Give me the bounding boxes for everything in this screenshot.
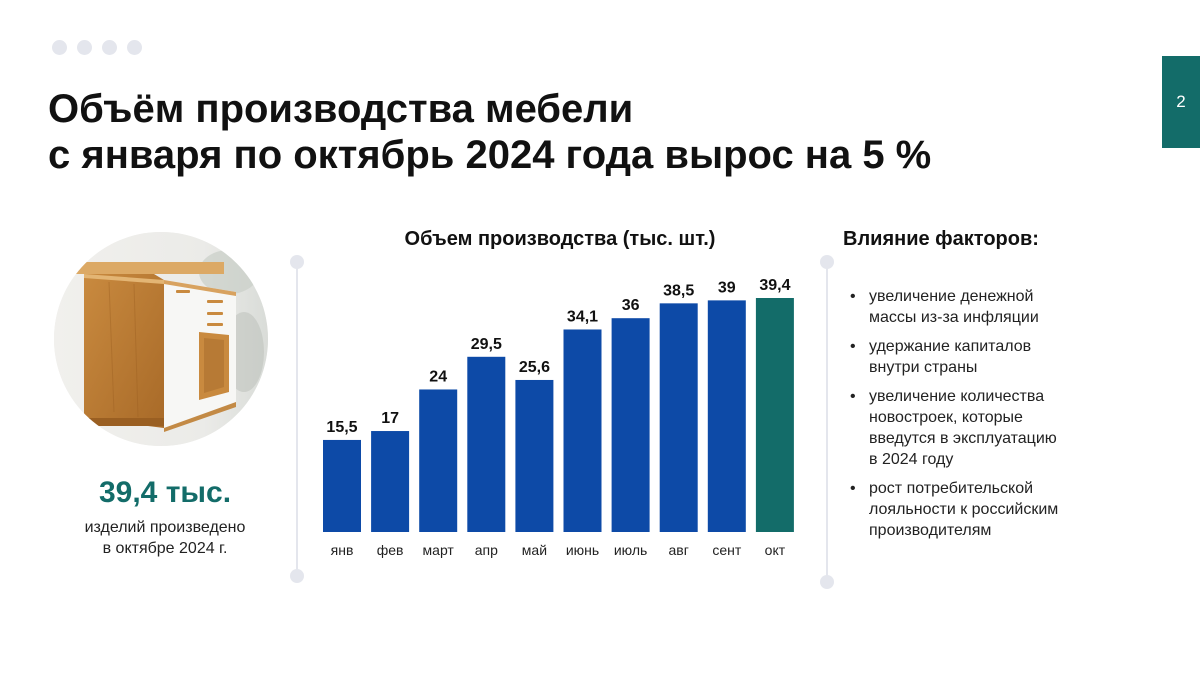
x-tick-label: март (423, 542, 455, 558)
list-item: удержание капиталов внутри страны (850, 336, 1150, 378)
divider-dot-icon (290, 569, 304, 583)
x-tick-label: авг (669, 542, 689, 558)
slide-title: Объём производства мебели с января по ок… (48, 86, 931, 178)
bar-value-label: 24 (429, 368, 447, 385)
factor-line: внутри страны (869, 359, 978, 376)
factor-line: увеличение денежной (869, 288, 1034, 305)
factor-line: производителям (869, 522, 992, 539)
divider-right (826, 262, 828, 582)
furniture-cabinet-icon (54, 232, 268, 446)
bar-сент (707, 300, 746, 532)
bar-авг (659, 303, 698, 532)
bar-окт (755, 298, 794, 532)
factor-line: новостроек, которые (869, 409, 1023, 426)
bar-май (515, 379, 554, 532)
bar-value-label: 38,5 (663, 282, 694, 299)
bar-март (419, 389, 458, 532)
stat-caption: изделий произведено в октябре 2024 г. (50, 517, 280, 559)
x-tick-label: сент (712, 542, 742, 558)
bar-июнь (563, 329, 602, 532)
production-bar-chart: 15,5 янв 17 фев 24 март 29,5 апр 25,6 май 34,1 июнь… (323, 277, 794, 558)
list-item: рост потребительской лояльности к россий… (850, 478, 1150, 541)
dot-icon (52, 40, 67, 55)
divider-dot-icon (820, 575, 834, 589)
stat-caption-line: в октябре 2024 г. (102, 540, 228, 557)
divider-left (296, 262, 298, 576)
slide-dots (52, 40, 142, 55)
bar-value-label: 17 (381, 410, 399, 427)
page-number-tab: 2 (1162, 56, 1200, 148)
bar-апр (467, 356, 506, 532)
factor-line: в 2024 году (869, 451, 954, 468)
factors-title: Влияние факторов: (843, 228, 1039, 250)
factors-list: увеличение денежной массы из-за инфляции… (850, 286, 1150, 549)
list-item: увеличение количества новостроек, которы… (850, 386, 1150, 470)
stat-value: 39,4 тыс. (98, 476, 232, 509)
bar-value-label: 15,5 (326, 419, 357, 436)
bar-value-label: 34,1 (567, 308, 598, 325)
list-item: увеличение денежной массы из-за инфляции (850, 286, 1150, 328)
factor-line: увеличение количества (869, 388, 1045, 405)
slide-title-line: Объём производства мебели (48, 87, 634, 131)
x-tick-label: июнь (566, 542, 599, 558)
divider-dot-icon (290, 255, 304, 269)
bar-value-label: 25,6 (519, 359, 550, 376)
x-tick-label: янв (331, 542, 354, 558)
x-tick-label: фев (377, 542, 404, 558)
bar-value-label: 29,5 (471, 336, 502, 353)
dot-icon (127, 40, 142, 55)
dot-icon (102, 40, 117, 55)
bar-value-label: 36 (622, 297, 640, 314)
x-tick-label: апр (475, 542, 498, 558)
bar-value-label: 39 (718, 279, 736, 296)
dot-icon (77, 40, 92, 55)
page-number: 2 (1176, 92, 1186, 111)
stat-caption-line: изделий произведено (84, 519, 246, 536)
factor-line: массы из-за инфляции (869, 309, 1039, 326)
factor-line: рост потребительской (869, 480, 1034, 497)
factor-line: удержание капиталов (869, 338, 1032, 355)
bar-фев (371, 431, 410, 532)
slide-title-line: с января по октябрь 2024 года вырос на 5… (48, 133, 932, 177)
factor-line: введутся в эксплуатацию (869, 430, 1057, 447)
chart-title: Объем производства (тыс. шт.) (404, 228, 716, 250)
furniture-cabinet-photo (54, 232, 268, 446)
bar-янв (323, 439, 361, 532)
factor-line: лояльности к российским (869, 501, 1059, 518)
x-tick-label: май (522, 542, 547, 558)
bar-июль (611, 318, 650, 532)
x-tick-label: июль (614, 542, 647, 558)
x-tick-label: окт (765, 542, 786, 558)
bar-value-label: 39,4 (759, 277, 790, 294)
divider-dot-icon (820, 255, 834, 269)
